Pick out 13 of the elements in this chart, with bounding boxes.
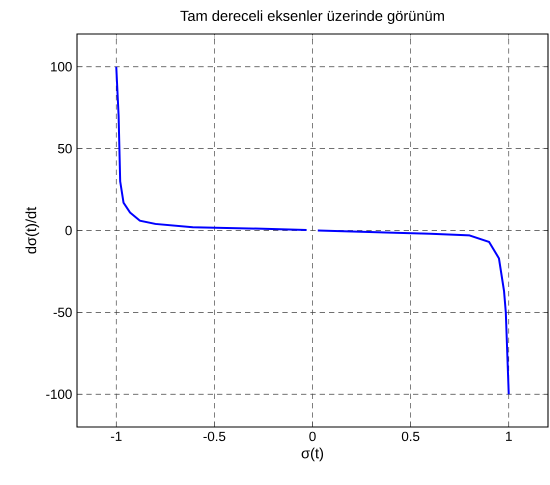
y-tick-label: 50 xyxy=(58,144,72,154)
y-tick-label: 0 xyxy=(65,226,72,236)
x-tick-label: 1 xyxy=(506,432,512,441)
chart-title: Tam dereceli eksenler üzerinde görünüm xyxy=(180,10,444,24)
x-axis-title: σ(t) xyxy=(302,448,324,462)
y-tick-label: -50 xyxy=(54,308,72,318)
x-tick-label: -0.5 xyxy=(203,432,226,442)
x-tick-label: 0.5 xyxy=(402,432,420,442)
y-tick-label: -100 xyxy=(46,390,72,399)
y-tick-label: 100 xyxy=(51,62,72,72)
x-tick-label: -1 xyxy=(110,432,122,441)
y-axis-title: dσ(t)/dt xyxy=(25,206,40,254)
x-tick-label: 0 xyxy=(309,432,316,442)
